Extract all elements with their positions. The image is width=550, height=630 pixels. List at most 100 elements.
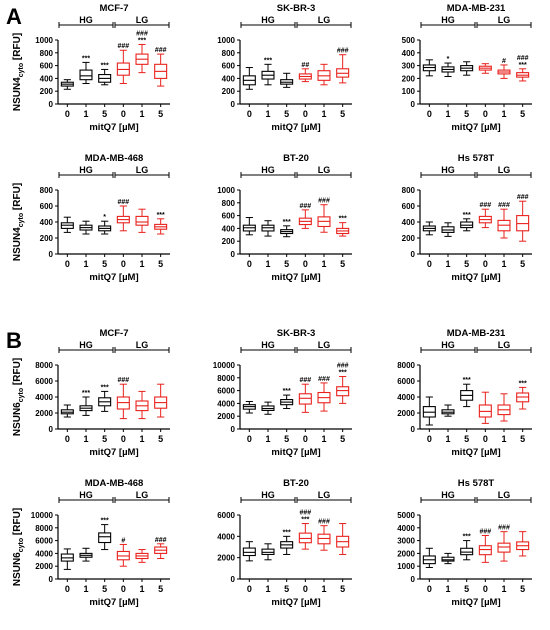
x-tick-label: 0 bbox=[483, 109, 488, 119]
x-tick-label: 1 bbox=[265, 584, 270, 594]
x-tick-label: 0 bbox=[427, 584, 432, 594]
x-tick-label: 1 bbox=[321, 584, 326, 594]
y-tick-label: 2000 bbox=[217, 412, 235, 421]
box bbox=[441, 556, 455, 562]
y-tick-label: 2000 bbox=[217, 554, 235, 563]
y-tick-label: 4000 bbox=[35, 393, 53, 402]
chart-title: MCF-7 bbox=[99, 3, 128, 14]
chart-title: BT-20 bbox=[283, 478, 309, 489]
x-tick-label: 5 bbox=[158, 109, 163, 119]
y-tick-label: 8000 bbox=[35, 361, 53, 370]
x-tick-label: 0 bbox=[121, 434, 126, 444]
group-label: HG bbox=[79, 340, 93, 350]
box bbox=[98, 532, 112, 544]
significance-label: *** bbox=[301, 517, 309, 524]
x-tick-label: 0 bbox=[483, 434, 488, 444]
x-tick-label: 1 bbox=[83, 434, 88, 444]
y-tick-label: 6000 bbox=[217, 511, 235, 520]
x-tick-label: 1 bbox=[83, 259, 88, 269]
y-tick-label: 400 bbox=[40, 74, 54, 83]
y-tick-label: 4000 bbox=[397, 393, 415, 402]
x-tick-label: 0 bbox=[483, 584, 488, 594]
chart-6: MCF-7 HG LG 0 2000 4000 6000 8000 0 1 *** 5 *** 0 ### 1… bbox=[12, 328, 170, 458]
y-tick-label: 6000 bbox=[397, 377, 415, 386]
x-tick-label: 5 bbox=[520, 584, 525, 594]
x-tick-label: 0 bbox=[303, 109, 308, 119]
significance-label: ## bbox=[301, 62, 309, 69]
significance-label: ### bbox=[318, 198, 330, 205]
y-tick-label: 2000 bbox=[35, 409, 53, 418]
x-tick-label: 0 bbox=[121, 109, 126, 119]
group-label: HG bbox=[261, 165, 275, 175]
x-tick-label: 1 bbox=[501, 584, 506, 594]
x-tick-label: 5 bbox=[158, 259, 163, 269]
x-tick-label: 0 bbox=[247, 259, 252, 269]
group-label: HG bbox=[441, 165, 455, 175]
group-label: LG bbox=[136, 340, 149, 350]
significance-label: ### bbox=[337, 48, 349, 55]
x-tick-label: 5 bbox=[520, 259, 525, 269]
y-tick-label: 200 bbox=[222, 237, 236, 246]
x-tick-label: 5 bbox=[520, 434, 525, 444]
y-tick-label: 6000 bbox=[35, 377, 53, 386]
x-tick-label: 0 bbox=[303, 584, 308, 594]
group-label: LG bbox=[498, 490, 511, 500]
x-tick-label: 5 bbox=[464, 109, 469, 119]
x-tick-label: 5 bbox=[340, 109, 345, 119]
chart-1: SK-BR-3HG LG 0 200 400 600 800 1000 0 1 *** 5 0 ## 1 5 #… bbox=[217, 3, 352, 133]
box bbox=[478, 545, 492, 556]
chart-0: MCF-7 HG LG 0 200 400 600 800 1000 0 1 *** 5 *** 0 ### 1… bbox=[12, 3, 170, 133]
y-tick-label: 10000 bbox=[213, 361, 236, 370]
x-axis-label: mitQ7 [µM] bbox=[89, 272, 138, 283]
y-tick-label: 1000 bbox=[217, 36, 235, 45]
x-tick-label: 1 bbox=[321, 109, 326, 119]
significance-label: *** bbox=[82, 55, 90, 62]
y-axis-label: NSUN6cyto [RFU] bbox=[12, 508, 25, 586]
x-tick-label: 1 bbox=[265, 259, 270, 269]
y-tick-label: 400 bbox=[402, 218, 416, 227]
y-tick-label: 0 bbox=[411, 100, 416, 109]
x-axis-label: mitQ7 [µM] bbox=[271, 597, 320, 608]
box bbox=[298, 393, 312, 405]
significance-label: ### bbox=[318, 376, 330, 383]
y-tick-label: 0 bbox=[49, 250, 54, 259]
y-tick-label: 1000 bbox=[35, 36, 53, 45]
group-label: HG bbox=[441, 490, 455, 500]
significance-label: ### bbox=[117, 43, 129, 50]
y-tick-label: 600 bbox=[222, 62, 236, 71]
y-tick-label: 800 bbox=[40, 49, 54, 58]
y-tick-label: 2000 bbox=[397, 409, 415, 418]
group-label: LG bbox=[136, 165, 149, 175]
y-tick-label: 6000 bbox=[217, 387, 235, 396]
x-tick-label: 1 bbox=[139, 434, 144, 444]
y-tick-label: 400 bbox=[40, 218, 54, 227]
significance-label: *** bbox=[101, 384, 109, 391]
y-tick-label: 100 bbox=[402, 87, 416, 96]
x-tick-label: 0 bbox=[65, 584, 70, 594]
significance-label: *** bbox=[339, 216, 347, 223]
group-label: HG bbox=[261, 340, 275, 350]
significance-label: *** bbox=[463, 377, 471, 384]
group-label: HG bbox=[441, 15, 455, 25]
x-tick-label: 1 bbox=[265, 109, 270, 119]
x-axis-label: mitQ7 [µM] bbox=[89, 122, 138, 133]
y-tick-label: 5000 bbox=[397, 511, 415, 520]
significance-label: *** bbox=[101, 518, 109, 525]
x-tick-label: 0 bbox=[247, 434, 252, 444]
x-tick-label: 0 bbox=[247, 584, 252, 594]
significance-label: *** bbox=[138, 37, 146, 44]
x-tick-label: 1 bbox=[445, 259, 450, 269]
y-tick-label: 800 bbox=[40, 186, 54, 195]
y-tick-label: 0 bbox=[231, 425, 236, 434]
y-tick-label: 600 bbox=[222, 212, 236, 221]
x-tick-label: 1 bbox=[139, 584, 144, 594]
x-tick-label: 0 bbox=[303, 434, 308, 444]
significance-label: *** bbox=[519, 380, 527, 387]
box bbox=[497, 542, 511, 553]
x-tick-label: 0 bbox=[65, 109, 70, 119]
